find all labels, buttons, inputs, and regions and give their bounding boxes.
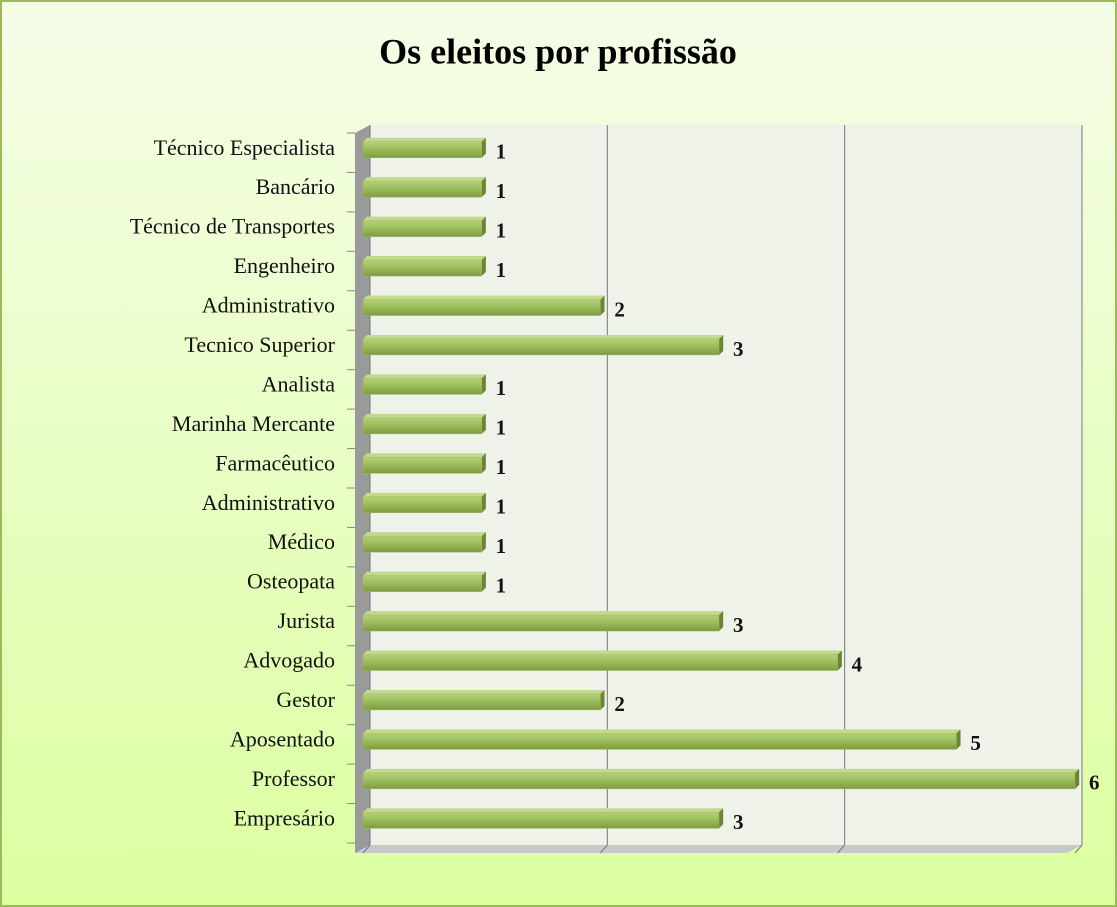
y-tick-label: Administrativo	[202, 293, 335, 318]
bar	[362, 259, 482, 277]
bar	[362, 693, 601, 711]
value-label: 1	[496, 495, 507, 519]
bar	[362, 338, 720, 356]
bar-top	[363, 295, 605, 300]
y-tick-label: Osteopata	[247, 569, 335, 594]
bar	[362, 733, 957, 750]
bar-side	[481, 453, 486, 474]
y-tick-label: Técnico de Transportes	[130, 214, 335, 239]
bar-side	[719, 334, 724, 355]
bar	[362, 614, 720, 632]
y-tick-label: Jurista	[278, 608, 336, 633]
bar	[362, 575, 482, 592]
bar-side	[481, 571, 486, 592]
y-tick-label: Farmacêutico	[215, 450, 335, 475]
y-tick-label: Médico	[268, 529, 335, 554]
y-tick-label: Bancário	[256, 174, 335, 199]
bar	[362, 812, 720, 829]
bar-top	[363, 177, 486, 182]
bar-top	[363, 611, 724, 616]
y-tick-label: Empresário	[234, 805, 335, 830]
value-label: 1	[496, 218, 507, 242]
value-label: 1	[496, 179, 507, 203]
value-label: 4	[852, 652, 863, 676]
bar-side	[956, 729, 961, 750]
value-label: 1	[496, 455, 507, 479]
y-tick-label: Tecnico Superior	[184, 332, 335, 357]
bar-side	[481, 256, 486, 277]
bar	[362, 299, 601, 316]
value-label: 1	[496, 140, 507, 164]
value-label: 3	[733, 810, 744, 834]
bar-top	[363, 768, 1080, 773]
y-tick-label: Engenheiro	[234, 253, 335, 278]
value-label: 2	[614, 692, 625, 716]
bar	[362, 654, 838, 671]
bar-side	[481, 216, 486, 237]
bar-side	[719, 611, 724, 632]
y-tick-label: Marinha Mercante	[172, 411, 335, 436]
bar	[362, 457, 482, 474]
value-label: 1	[496, 258, 507, 282]
grid-line-floor	[1074, 844, 1083, 854]
y-tick-label: Gestor	[276, 687, 335, 712]
bar-top	[363, 532, 486, 537]
bar-top	[363, 216, 486, 221]
bar-side	[719, 808, 724, 829]
bar	[362, 772, 1076, 790]
grid-line-floor	[599, 844, 608, 854]
bar-side	[600, 295, 605, 316]
bar-top	[363, 650, 842, 655]
value-label: 1	[496, 573, 507, 597]
bar	[362, 417, 482, 435]
value-label: 6	[1089, 771, 1100, 795]
bar	[362, 535, 482, 553]
value-label: 5	[970, 731, 981, 755]
bar-side	[481, 413, 486, 434]
value-label: 3	[733, 613, 744, 637]
bar-top	[363, 413, 486, 418]
bar-top	[363, 492, 486, 497]
bar	[362, 496, 482, 513]
bar-top	[363, 374, 486, 379]
bar-top	[363, 571, 486, 576]
grid-line-floor	[362, 844, 371, 854]
y-tick-label: Administrativo	[202, 490, 335, 515]
y-tick-label: Técnico Especialista	[154, 135, 336, 160]
bar-side	[481, 492, 486, 513]
bar-side	[481, 177, 486, 198]
bar-top	[363, 453, 486, 458]
bar-top	[363, 137, 486, 142]
bar	[362, 220, 482, 237]
value-label: 2	[614, 297, 625, 321]
bar-side	[1075, 768, 1080, 789]
bar-side	[837, 650, 842, 671]
bar	[362, 180, 482, 198]
grid-line-floor	[837, 844, 846, 854]
bar-top	[363, 689, 605, 694]
value-label: 1	[496, 376, 507, 400]
bar-side	[481, 532, 486, 553]
bar-side	[481, 374, 486, 395]
y-tick-label: Aposentado	[230, 726, 335, 751]
plot-floor	[355, 845, 1082, 853]
bar-top	[363, 256, 486, 261]
bar-side	[481, 137, 486, 158]
value-label: 1	[496, 416, 507, 440]
bar	[362, 378, 482, 395]
bar-top	[363, 729, 961, 734]
y-tick-label: Analista	[262, 371, 336, 396]
value-label: 3	[733, 337, 744, 361]
bar-side	[600, 689, 605, 710]
bar-top	[363, 334, 724, 339]
bar	[362, 141, 482, 158]
value-label: 1	[496, 534, 507, 558]
chart-title: Os eleitos por profissão	[379, 31, 737, 71]
y-tick-label: Advogado	[243, 648, 335, 673]
y-tick-label: Professor	[252, 766, 336, 791]
bar-top	[363, 808, 724, 813]
